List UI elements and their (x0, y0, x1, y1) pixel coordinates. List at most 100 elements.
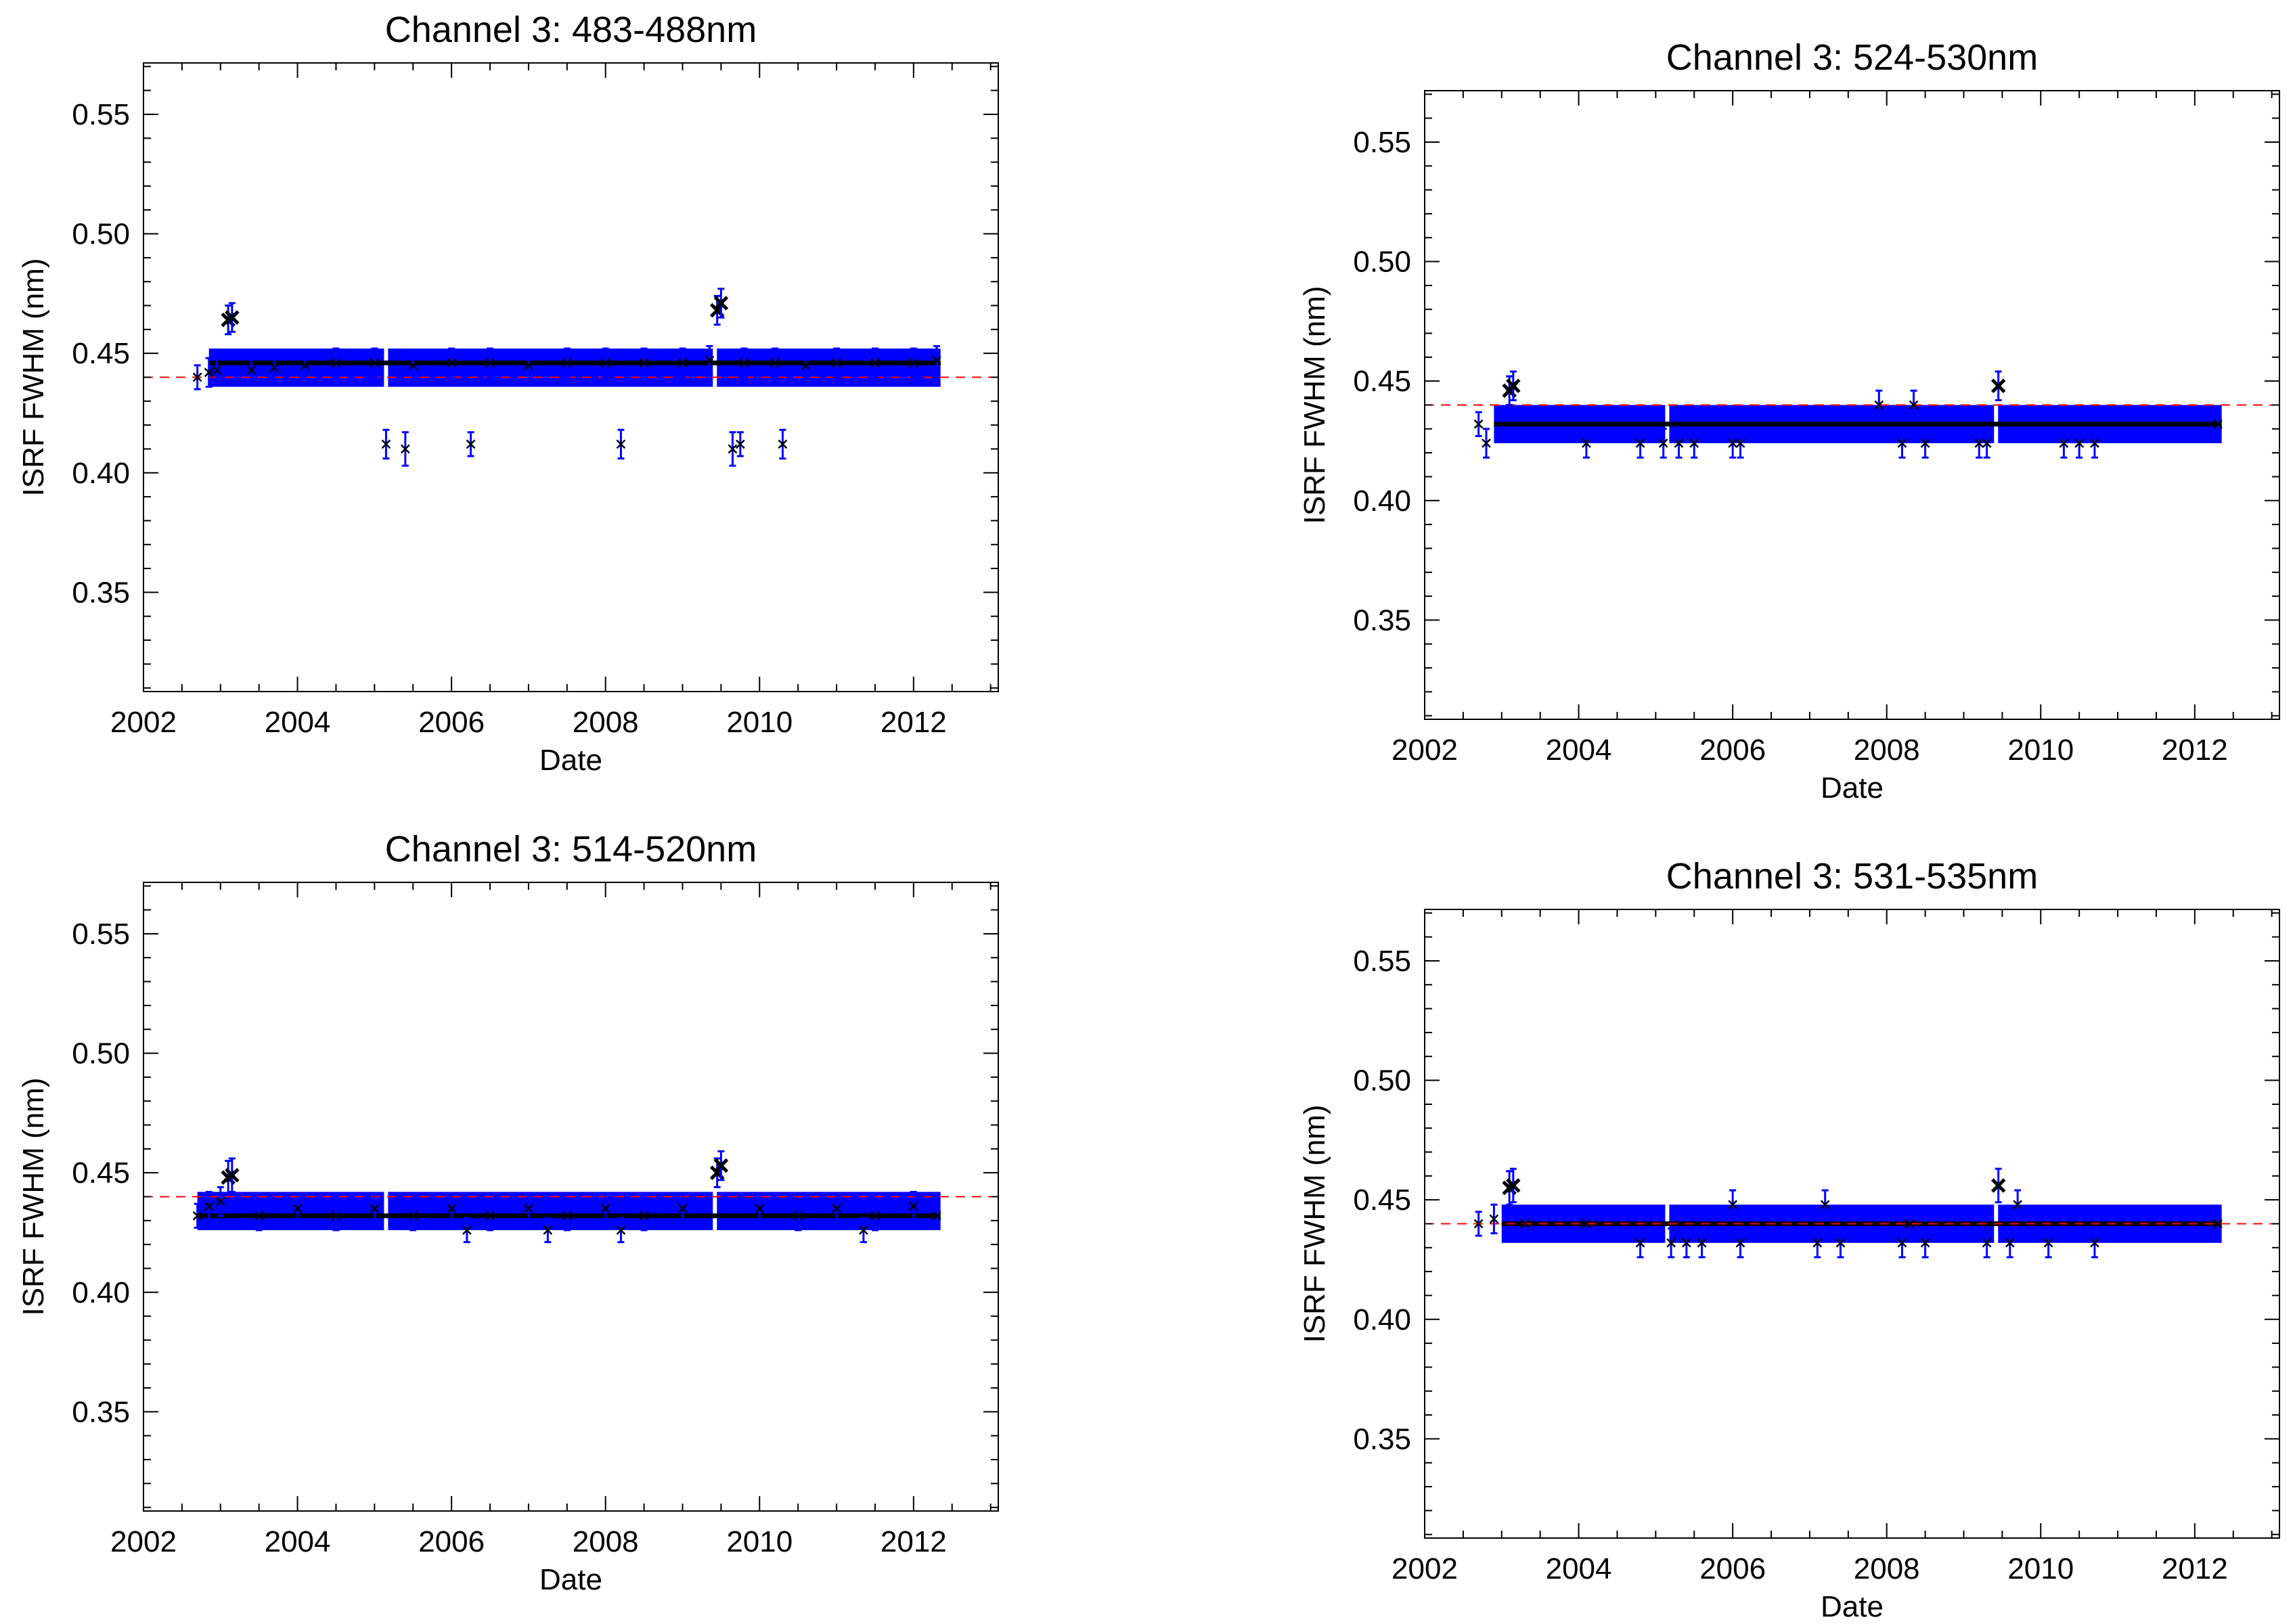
band-gap (713, 348, 717, 387)
data-point (1635, 438, 1645, 448)
data-point (370, 1204, 380, 1214)
y-tick-label: 0.50 (72, 1037, 130, 1070)
data-point (832, 358, 841, 368)
data-point (713, 296, 729, 311)
data-point (1909, 400, 1919, 410)
x-tick-label: 2006 (1699, 734, 1766, 767)
x-tick-label: 2012 (2162, 734, 2228, 767)
y-tick-label: 0.50 (1353, 246, 1411, 279)
x-axis-label: Date (539, 744, 602, 777)
x-tick-label: 2004 (1546, 734, 1612, 767)
data-point (192, 372, 202, 382)
data-point (524, 360, 533, 370)
data-point (705, 355, 715, 365)
x-tick-label: 2012 (2162, 1552, 2228, 1585)
data-point (400, 444, 410, 454)
data-point (1990, 1178, 2006, 1193)
data-point (204, 1201, 214, 1211)
data-point (2043, 1238, 2053, 1248)
data-point (1506, 378, 1521, 394)
y-tick-label: 0.40 (72, 457, 130, 490)
x-tick-label: 2002 (1392, 734, 1458, 767)
x-tick-label: 2004 (265, 1525, 331, 1558)
plot-area: 2002 2004 2006 2008 2010 2012 0.35 0.40 0.45 0.50… (1353, 90, 2280, 767)
x-tick-label: 2002 (1392, 1552, 1458, 1585)
data-point (204, 367, 214, 378)
data-point (1920, 1238, 1930, 1248)
data-point (331, 1211, 341, 1221)
data-point (1473, 1219, 1484, 1229)
data-point (215, 1196, 225, 1206)
y-tick-label: 0.40 (1353, 1303, 1411, 1336)
data-point (370, 358, 380, 368)
panel-title: Channel 3: 483-488nm (385, 9, 757, 50)
data-point (225, 1167, 240, 1183)
data-point (1506, 1178, 1521, 1193)
x-axis-label: Date (1821, 1590, 1884, 1623)
y-tick-label: 0.55 (1353, 945, 1411, 978)
y-axis-label: ISRF FWHM (nm) (1298, 1105, 1331, 1343)
data-point (485, 1211, 495, 1221)
data-point (1920, 438, 1930, 448)
data-point (1982, 1238, 1992, 1248)
data-point (192, 1211, 202, 1221)
x-tick-label: 2010 (726, 706, 793, 739)
y-axis-label: ISRF FWHM (nm) (17, 258, 50, 497)
data-point (1473, 419, 1484, 429)
data-point (1582, 1219, 1591, 1229)
data-point (1681, 1238, 1691, 1248)
data-point (1905, 1219, 1915, 1229)
data-point (1482, 438, 1491, 448)
x-tick-label: 2010 (2007, 734, 2074, 767)
data-point (331, 358, 341, 368)
data-point (755, 1204, 765, 1214)
data-point (485, 358, 495, 368)
data-point (254, 1211, 264, 1221)
data-point (462, 1225, 472, 1235)
x-tick-label: 2012 (881, 1525, 947, 1558)
y-tick-label: 0.40 (1353, 484, 1411, 518)
data-point (770, 358, 780, 368)
x-axis-label: Date (1821, 771, 1884, 805)
data-point (225, 310, 240, 325)
data-point (408, 360, 418, 370)
panel-title: Channel 3: 524-530nm (1666, 37, 2038, 78)
data-point (616, 1225, 626, 1235)
data-point (447, 358, 457, 368)
x-tick-label: 2010 (2007, 1552, 2074, 1585)
data-point (639, 1211, 649, 1221)
chart-panel-483-488nm: Channel 3: 483-488nm Date ISRF FWHM (nm)… (17, 9, 999, 777)
data-point (1520, 1219, 1530, 1229)
data-point (600, 1204, 610, 1214)
data-point (2090, 438, 2099, 448)
data-point (870, 358, 880, 368)
y-tick-label: 0.35 (1353, 604, 1411, 637)
x-tick-label: 2012 (881, 706, 947, 739)
y-tick-label: 0.35 (72, 1395, 130, 1428)
data-point (1489, 1214, 1499, 1224)
data-point (2074, 438, 2085, 448)
data-point (739, 358, 749, 368)
x-tick-label: 2008 (1854, 734, 1920, 767)
chart-panel-531-535nm: Channel 3: 531-535nm Date ISRF FWHM (nm)… (1298, 856, 2280, 1623)
data-point (1897, 1238, 1907, 1248)
data-point (2090, 1238, 2099, 1248)
data-point (1735, 438, 1745, 448)
data-point (246, 365, 257, 375)
x-tick-label: 2004 (265, 706, 331, 739)
data-point (1735, 1238, 1745, 1248)
y-tick-label: 0.55 (72, 98, 130, 131)
data-point (1674, 438, 1684, 448)
data-point (793, 1211, 803, 1221)
band-gap (384, 348, 388, 387)
data-point (1874, 400, 1884, 410)
data-point (2213, 1219, 2223, 1229)
data-point (858, 1225, 868, 1235)
data-point (466, 439, 476, 449)
y-tick-label: 0.50 (1353, 1064, 1411, 1098)
data-point (1974, 438, 1984, 448)
y-tick-label: 0.55 (72, 918, 130, 951)
panel-title: Channel 3: 531-535nm (1666, 856, 2038, 897)
data-point (1820, 1200, 1830, 1210)
